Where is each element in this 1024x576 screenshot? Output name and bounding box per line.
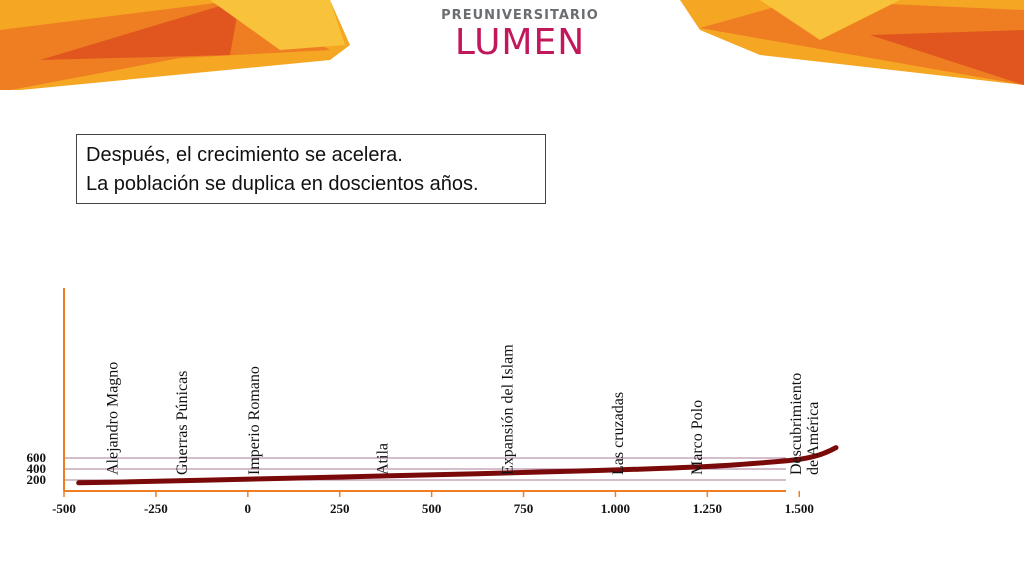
y-tick-label: 600: [27, 450, 47, 465]
event-label-line: Alejandro Magno: [104, 362, 121, 475]
event-label-line: Las cruzadas: [610, 392, 627, 475]
x-tick-label: 1.500: [785, 501, 814, 516]
event-label-line: Expansión del Islam: [500, 344, 517, 475]
event-label-line: Imperio Romano: [246, 366, 263, 475]
note-line-1: Después, el crecimiento se acelera.: [86, 144, 403, 166]
x-tick-label: 500: [422, 501, 442, 516]
y-tick-label: 200: [27, 472, 47, 487]
event-label-line: Guerras Púnicas: [174, 371, 191, 475]
event-label: Imperio Romano: [246, 366, 263, 475]
brand-logo: PREUNIVERSITARIO LUMEN: [440, 8, 600, 62]
event-label: Guerras Púnicas: [174, 371, 191, 475]
x-tick-label: -500: [52, 501, 76, 516]
x-tick-label: 1.000: [601, 501, 630, 516]
brand-top: PREUNIVERSITARIO: [441, 8, 599, 23]
event-label: Marco Polo: [689, 400, 706, 475]
header-decoration: [0, 0, 1024, 90]
x-tick-label: 0: [245, 501, 252, 516]
event-label-line: Descubrimiento: [788, 373, 805, 475]
x-tick-label: 250: [330, 501, 350, 516]
event-label-line: Atila: [375, 443, 392, 475]
x-tick-label: -250: [144, 501, 168, 516]
note-line-2: La población se duplica en doscientos añ…: [86, 173, 479, 195]
note-box: Después, el crecimiento se acelera. La p…: [76, 134, 546, 204]
event-label-line: Marco Polo: [689, 400, 706, 475]
x-tick-label: 750: [514, 501, 534, 516]
event-label: Atila: [375, 443, 392, 475]
event-label: Expansión del Islam: [500, 344, 517, 475]
event-label: Descubrimientode América: [788, 373, 822, 475]
brand-main: LUMEN: [454, 22, 586, 63]
x-tick-label: 1.250: [693, 501, 722, 516]
y-tick-label: 400: [27, 461, 47, 476]
population-line: [76, 445, 839, 486]
event-label: Las cruzadas: [610, 392, 627, 475]
event-label: Alejandro Magno: [104, 362, 121, 475]
event-label-line: de América: [805, 402, 822, 475]
